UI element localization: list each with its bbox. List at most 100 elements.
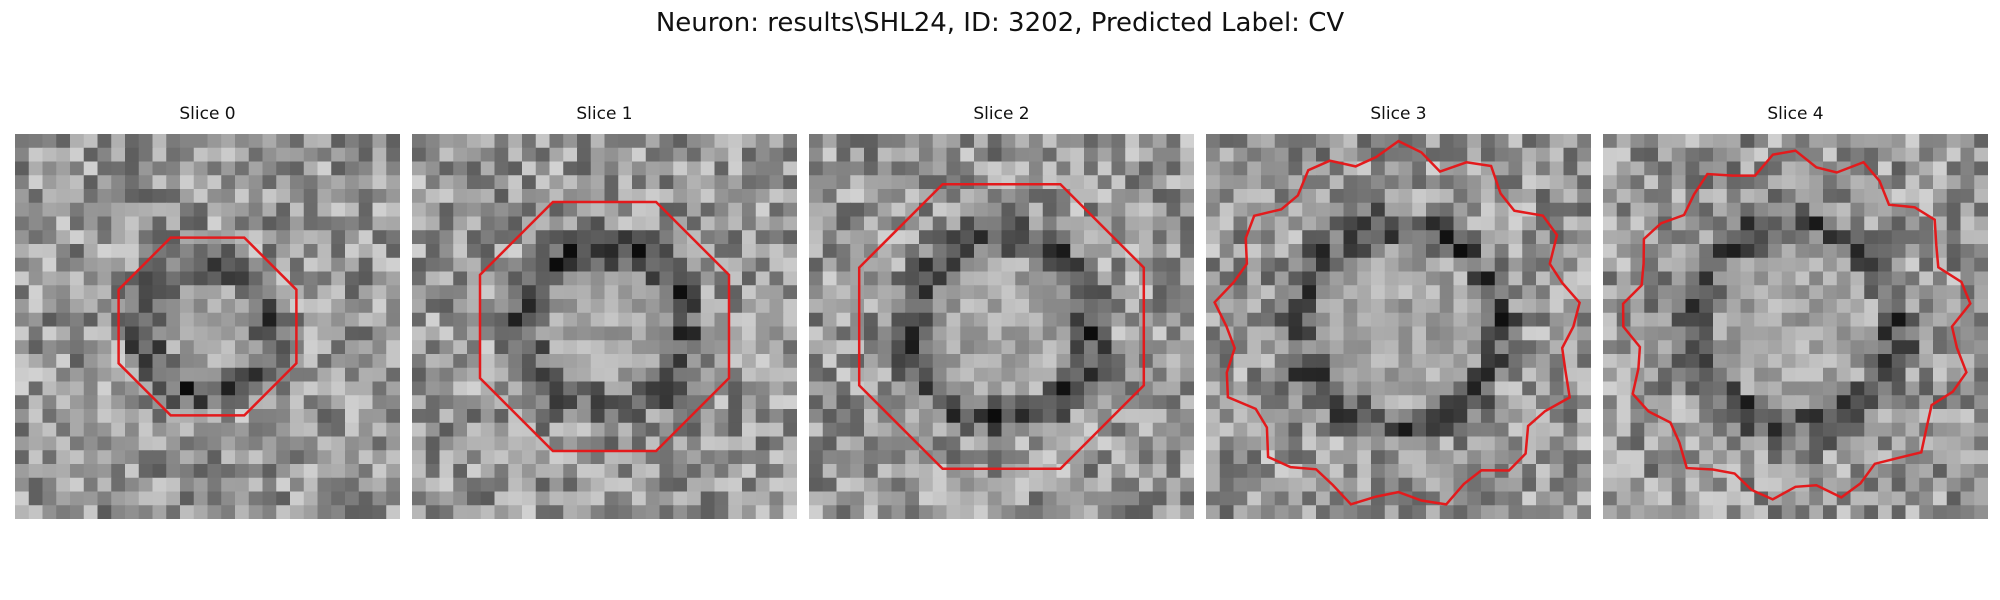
pixel (1371, 175, 1386, 190)
pixel (891, 354, 906, 369)
pixel (1823, 436, 1838, 451)
pixel (714, 299, 729, 314)
pixel (1247, 257, 1262, 273)
pixel (1905, 175, 1920, 190)
pixel (303, 175, 319, 190)
pixel (742, 244, 757, 259)
pixel (303, 409, 319, 424)
pixel (535, 436, 551, 451)
pixel (439, 299, 454, 314)
pixel (83, 477, 99, 493)
pixel (1180, 340, 1194, 355)
pixel (783, 340, 797, 355)
pixel (1453, 436, 1468, 451)
pixel (987, 326, 1003, 341)
pixel (1905, 189, 1920, 204)
pixel (563, 409, 578, 424)
pixel (1768, 422, 1783, 438)
pixel (877, 244, 893, 259)
pixel (1754, 409, 1769, 424)
pixel (1522, 175, 1537, 190)
pixel (508, 189, 523, 204)
pixel (276, 285, 291, 300)
pixel (1371, 216, 1386, 231)
pixel (1795, 244, 1810, 259)
pixel (1878, 230, 1893, 245)
pixel (1522, 505, 1537, 519)
pixel (1795, 354, 1810, 369)
pixel (386, 299, 400, 314)
pixel (1139, 505, 1154, 519)
pixel (960, 436, 975, 451)
pixel (850, 285, 865, 300)
pixel (1577, 189, 1591, 204)
pixel (70, 450, 85, 465)
pixel (1274, 299, 1290, 314)
pixel (467, 175, 482, 190)
pixel (317, 161, 332, 176)
pixel (604, 230, 619, 245)
pixel (1180, 175, 1194, 190)
pixel (1206, 450, 1221, 465)
pixel (714, 230, 729, 245)
pixel (1152, 257, 1168, 273)
pixel (207, 367, 222, 383)
pixel (1274, 464, 1290, 479)
pixel (28, 505, 44, 519)
pixel (42, 271, 57, 286)
pixel (769, 134, 784, 149)
pixel (262, 257, 277, 273)
pixel (960, 354, 975, 369)
pixel (742, 216, 757, 231)
pixel (1685, 477, 1700, 493)
pixel (974, 464, 989, 479)
pixel (56, 216, 71, 231)
pixel (1603, 505, 1618, 519)
pixel (276, 216, 291, 231)
pixel (905, 354, 920, 369)
pixel (1166, 409, 1181, 424)
pixel (1658, 189, 1673, 204)
pixel (877, 147, 893, 163)
pixel (974, 189, 989, 204)
pixel (1795, 285, 1810, 300)
pixel (1603, 340, 1618, 355)
pixel (1549, 161, 1565, 176)
pixel (494, 450, 509, 465)
pixel (494, 464, 509, 479)
pixel (1919, 326, 1934, 341)
pixel (769, 285, 784, 300)
pixel (850, 367, 865, 383)
pixel (276, 340, 291, 355)
pixel (207, 285, 222, 300)
pixel (535, 312, 551, 328)
pixel (70, 477, 85, 493)
pixel (932, 340, 948, 355)
pixel (1603, 134, 1618, 149)
pixel (1563, 422, 1578, 438)
pixel (276, 505, 291, 519)
pixel (1398, 367, 1413, 383)
pixel (822, 216, 838, 231)
pixel (1439, 216, 1455, 231)
pixel (987, 367, 1003, 383)
pixel (1536, 409, 1551, 424)
pixel (891, 477, 906, 493)
pixel (439, 216, 454, 231)
pixel (15, 147, 30, 163)
pixel (809, 134, 824, 149)
pixel (1398, 381, 1413, 396)
pixel (1878, 202, 1893, 218)
slice-panel-4: Slice 4 (1603, 104, 1988, 519)
pixel (1384, 189, 1400, 204)
pixel (1412, 161, 1427, 176)
pixel (425, 477, 441, 493)
pixel (1206, 422, 1221, 438)
pixel (386, 381, 400, 396)
pixel (535, 505, 551, 519)
pixel (1891, 244, 1907, 259)
pixel (193, 367, 209, 383)
pixel (1768, 326, 1783, 341)
pixel (659, 230, 674, 245)
pixel (412, 134, 427, 149)
